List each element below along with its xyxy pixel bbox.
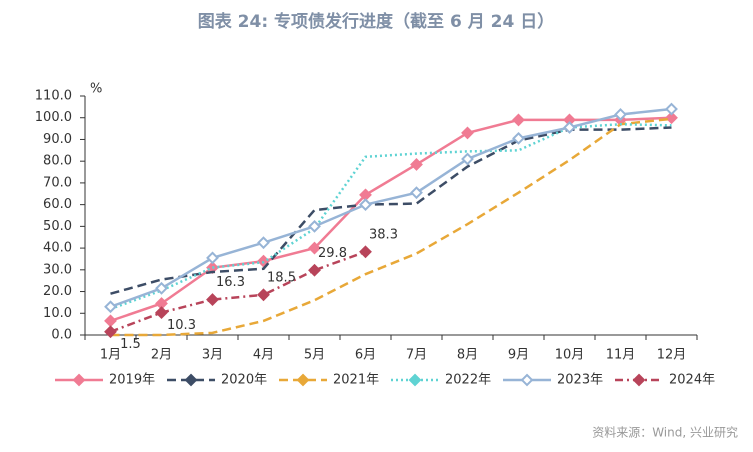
y-tick-label: 0.0 (51, 328, 72, 343)
y-tick-label: 80.0 (43, 154, 72, 169)
data-point (410, 158, 423, 171)
data-point (614, 108, 627, 121)
y-tick-label: 30.0 (43, 262, 72, 277)
data-point (104, 300, 117, 314)
legend-label: 2019年 (109, 373, 155, 388)
x-tick-label: 2月 (151, 348, 172, 363)
data-point (155, 281, 168, 295)
legend-marker (72, 373, 86, 387)
data-point (308, 241, 321, 255)
data-point (563, 121, 576, 134)
data-point (308, 263, 321, 277)
data-point (257, 236, 270, 250)
legend-label: 2022年 (445, 373, 491, 388)
series-line (110, 250, 366, 333)
data-point (206, 251, 219, 265)
x-tick-label: 9月 (508, 348, 529, 363)
legend-label: 2021年 (333, 373, 379, 388)
x-tick-label: 12月 (657, 348, 687, 363)
y-tick-label: 110.0 (35, 89, 72, 104)
y-tick-label: 50.0 (43, 219, 72, 234)
data-point (104, 325, 117, 339)
x-tick-label: 4月 (253, 348, 274, 363)
y-tick-label: 90.0 (43, 132, 72, 147)
legend-marker (296, 373, 310, 387)
data-point (461, 126, 474, 140)
data-point (665, 102, 678, 116)
legend-marker (408, 373, 422, 387)
y-tick-label: 20.0 (43, 284, 72, 299)
data-label: 10.3 (167, 318, 196, 333)
legend-label: 2023年 (557, 373, 603, 388)
data-point (512, 113, 525, 127)
data-label: 18.5 (267, 270, 296, 285)
x-tick-label: 7月 (406, 348, 427, 363)
data-label: 1.5 (120, 337, 141, 352)
x-tick-label: 11月 (606, 348, 636, 363)
legend-label: 2024年 (669, 373, 715, 388)
x-tick-label: 3月 (202, 348, 223, 363)
y-tick-label: 100.0 (35, 110, 72, 125)
x-tick-label: 6月 (355, 348, 376, 363)
y-tick-label: 70.0 (43, 175, 72, 190)
y-tick-label: 40.0 (43, 241, 72, 256)
series-line (110, 116, 672, 323)
legend-marker (520, 373, 534, 387)
data-point (461, 152, 474, 166)
data-point (155, 306, 168, 320)
data-point (257, 288, 270, 302)
data-point (410, 186, 423, 200)
data-point (665, 111, 678, 125)
data-label: 16.3 (216, 275, 245, 290)
data-point (512, 131, 525, 145)
y-tick-label: 60.0 (43, 197, 72, 212)
series-line (110, 126, 672, 295)
x-tick-label: 8月 (457, 348, 478, 363)
y-axis-label: % (90, 82, 102, 97)
legend-marker (632, 373, 646, 387)
x-tick-label: 10月 (555, 348, 585, 363)
data-point (308, 219, 321, 233)
y-tick-label: 10.0 (43, 306, 72, 321)
series-line (110, 107, 672, 308)
data-label: 29.8 (318, 246, 347, 261)
source-note: 资料来源：Wind, 兴业研究 (592, 425, 738, 440)
data-point (359, 198, 372, 212)
x-tick-label: 5月 (304, 348, 325, 363)
data-point (359, 245, 372, 259)
legend-marker (184, 373, 198, 387)
data-point (206, 293, 219, 306)
data-label: 38.3 (369, 227, 398, 242)
series-line (110, 117, 672, 337)
data-point (104, 314, 117, 328)
series-line (110, 122, 672, 311)
chart-title: 图表 24: 专项债发行进度（截至 6 月 24 日） (198, 11, 554, 32)
x-tick-label: 1月 (100, 348, 121, 363)
legend-label: 2020年 (221, 373, 267, 388)
